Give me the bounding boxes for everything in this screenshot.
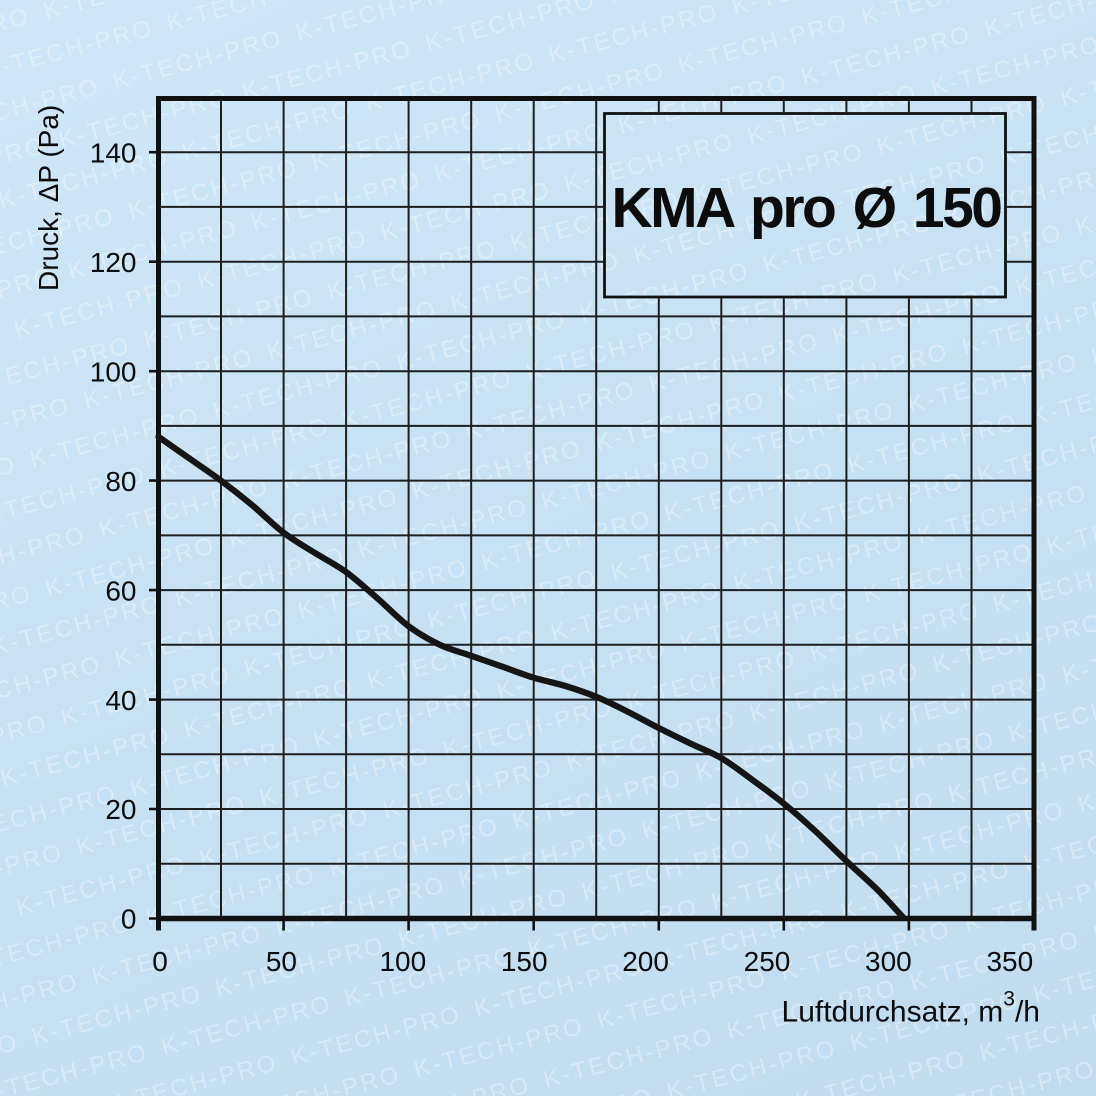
svg-text:0: 0 xyxy=(121,904,137,935)
svg-text:120: 120 xyxy=(90,247,137,278)
svg-text:40: 40 xyxy=(105,685,136,716)
svg-text:150: 150 xyxy=(501,946,548,977)
svg-text:300: 300 xyxy=(865,946,912,977)
svg-text:Druck, ΔP (Pa): Druck, ΔP (Pa) xyxy=(33,105,64,291)
svg-text:200: 200 xyxy=(622,946,669,977)
svg-text:0: 0 xyxy=(152,946,168,977)
svg-text:100: 100 xyxy=(90,356,137,387)
svg-text:100: 100 xyxy=(379,946,426,977)
svg-text:20: 20 xyxy=(105,794,136,825)
svg-text:50: 50 xyxy=(266,946,297,977)
svg-text:80: 80 xyxy=(105,466,136,497)
svg-text:350: 350 xyxy=(986,946,1033,977)
svg-text:KMA pro Ø 150: KMA pro Ø 150 xyxy=(612,176,1002,240)
svg-text:60: 60 xyxy=(105,575,136,606)
svg-text:Luftdurchsatz, m3/h: Luftdurchsatz, m3/h xyxy=(782,988,1040,1029)
svg-text:140: 140 xyxy=(90,137,137,168)
svg-text:250: 250 xyxy=(744,946,791,977)
